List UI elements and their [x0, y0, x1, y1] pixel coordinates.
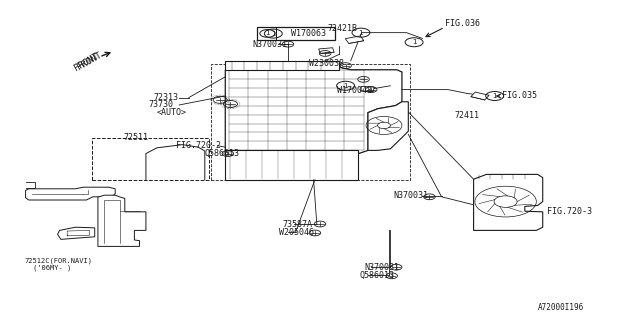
- Text: 72512C(FOR.NAVI): 72512C(FOR.NAVI): [24, 258, 92, 264]
- Text: 1: 1: [271, 31, 276, 36]
- Text: FRONT: FRONT: [72, 52, 100, 73]
- Text: W230038: W230038: [309, 60, 344, 68]
- Text: N370031: N370031: [365, 263, 400, 272]
- Text: A72000I196: A72000I196: [538, 303, 584, 312]
- Text: FIG.035: FIG.035: [502, 92, 538, 100]
- Text: 73730: 73730: [148, 100, 173, 109]
- Polygon shape: [319, 48, 334, 53]
- Text: W170063: W170063: [280, 29, 315, 38]
- Text: Q586013: Q586013: [360, 271, 395, 280]
- Polygon shape: [58, 227, 95, 239]
- Polygon shape: [225, 61, 339, 70]
- Text: W205046: W205046: [279, 228, 314, 237]
- Polygon shape: [474, 174, 543, 230]
- Text: 72313: 72313: [154, 93, 179, 102]
- Polygon shape: [26, 187, 115, 200]
- Text: 1: 1: [358, 30, 364, 36]
- Text: 1: 1: [492, 93, 497, 99]
- Text: FIG.720-2: FIG.720-2: [176, 141, 221, 150]
- Text: 1: 1: [265, 30, 270, 36]
- Text: 72421B: 72421B: [328, 24, 358, 33]
- Text: W170063: W170063: [291, 29, 326, 38]
- Text: W170048: W170048: [337, 86, 372, 95]
- Text: 73587A: 73587A: [283, 220, 313, 229]
- Text: 1: 1: [343, 83, 348, 89]
- Text: ('06MY- ): ('06MY- ): [33, 265, 72, 271]
- Text: N370031: N370031: [394, 191, 429, 200]
- Text: 1: 1: [412, 39, 417, 45]
- Polygon shape: [98, 195, 146, 246]
- Polygon shape: [360, 86, 374, 92]
- Polygon shape: [471, 92, 489, 100]
- Text: FRONT: FRONT: [76, 51, 103, 72]
- Polygon shape: [225, 150, 358, 180]
- Bar: [92, 138, 209, 180]
- Polygon shape: [225, 67, 402, 154]
- Text: 72511: 72511: [124, 133, 148, 142]
- Text: <AUTO>: <AUTO>: [156, 108, 186, 117]
- Text: FIG.036: FIG.036: [445, 20, 480, 28]
- Polygon shape: [368, 102, 408, 150]
- Text: N370031: N370031: [253, 40, 288, 49]
- Text: Q586013: Q586013: [205, 148, 240, 157]
- Text: FIG.720-3: FIG.720-3: [547, 207, 592, 216]
- Text: 72411: 72411: [454, 111, 479, 120]
- FancyBboxPatch shape: [257, 27, 335, 40]
- Polygon shape: [346, 36, 364, 44]
